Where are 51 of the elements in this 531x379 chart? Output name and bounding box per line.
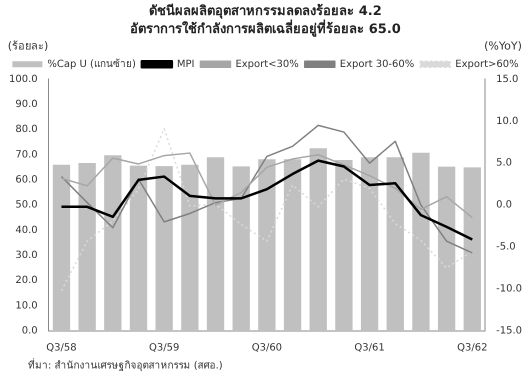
bar [78,163,96,331]
x-tick-label: Q3/61 [354,342,385,354]
y-tick-label: 50.0 [15,200,38,211]
bar [206,157,224,331]
y-tick-label: 60.0 [15,174,38,186]
x-tick-label: Q3/59 [149,342,180,354]
y2-tick-label: -15.0 [496,326,522,337]
bar [232,166,250,331]
x-tick-label: Q3/60 [252,342,282,354]
y-tick-label: 100.0 [8,74,38,85]
x-tick-label: Q3/62 [457,342,488,354]
legend-label: %Cap U (แกนซ้าย) [47,58,136,70]
y2-axis-title: (%YoY) [484,40,522,53]
bar [52,164,70,331]
bar [181,164,199,331]
x-tick-label: Q3/58 [46,342,77,354]
bar [284,159,302,331]
y-tick-label: 30.0 [15,250,38,262]
chart-title: ดัชนีผลผลิตอุตสาหกรรมลดลงร้อยละ 4.2 [149,3,382,20]
y-tick-label: 70.0 [15,149,38,160]
legend-label: MPI [176,58,194,70]
bar [335,160,353,331]
text: ที่มา: สำนักงานเศรษฐกิจอุตสาหกรรม (สศอ.) [28,358,223,372]
y2-tick-label: 0.0 [496,200,512,211]
y2-tick-label: -5.0 [496,242,516,253]
y-tick-label: 40.0 [15,224,38,236]
y-tick-label: 20.0 [15,275,38,286]
legend-label: Export 30-60% [340,58,414,70]
y2-tick-label: 10.0 [496,116,518,127]
y-tick-label: 0.0 [22,326,38,337]
y-tick-label: 80.0 [15,124,38,136]
y2-tick-label: 15.0 [496,74,518,85]
line-series [60,128,474,292]
y-axis-title: (ร้อยละ) [8,40,48,53]
bar [386,157,404,331]
y-tick-label: 10.0 [15,300,38,312]
bar [464,167,481,331]
legend-label: Export>60% [455,58,519,70]
bar [438,166,456,331]
bar [412,152,430,331]
y-tick-label: 90.0 [15,98,38,110]
y2-tick-label: 5.0 [496,158,512,169]
bar [156,166,173,331]
bar [258,159,276,331]
bar [360,157,378,331]
bar [310,148,327,331]
bar [130,166,148,331]
chart-subtitle: อัตราการใช้กำลังการผลิตเฉลี่ยอยู่ที่ร้อยละ 65.0 [130,18,401,37]
bar [104,155,122,331]
legend-label: Export<30% [235,58,299,70]
y2-tick-label: -10.0 [496,284,522,295]
